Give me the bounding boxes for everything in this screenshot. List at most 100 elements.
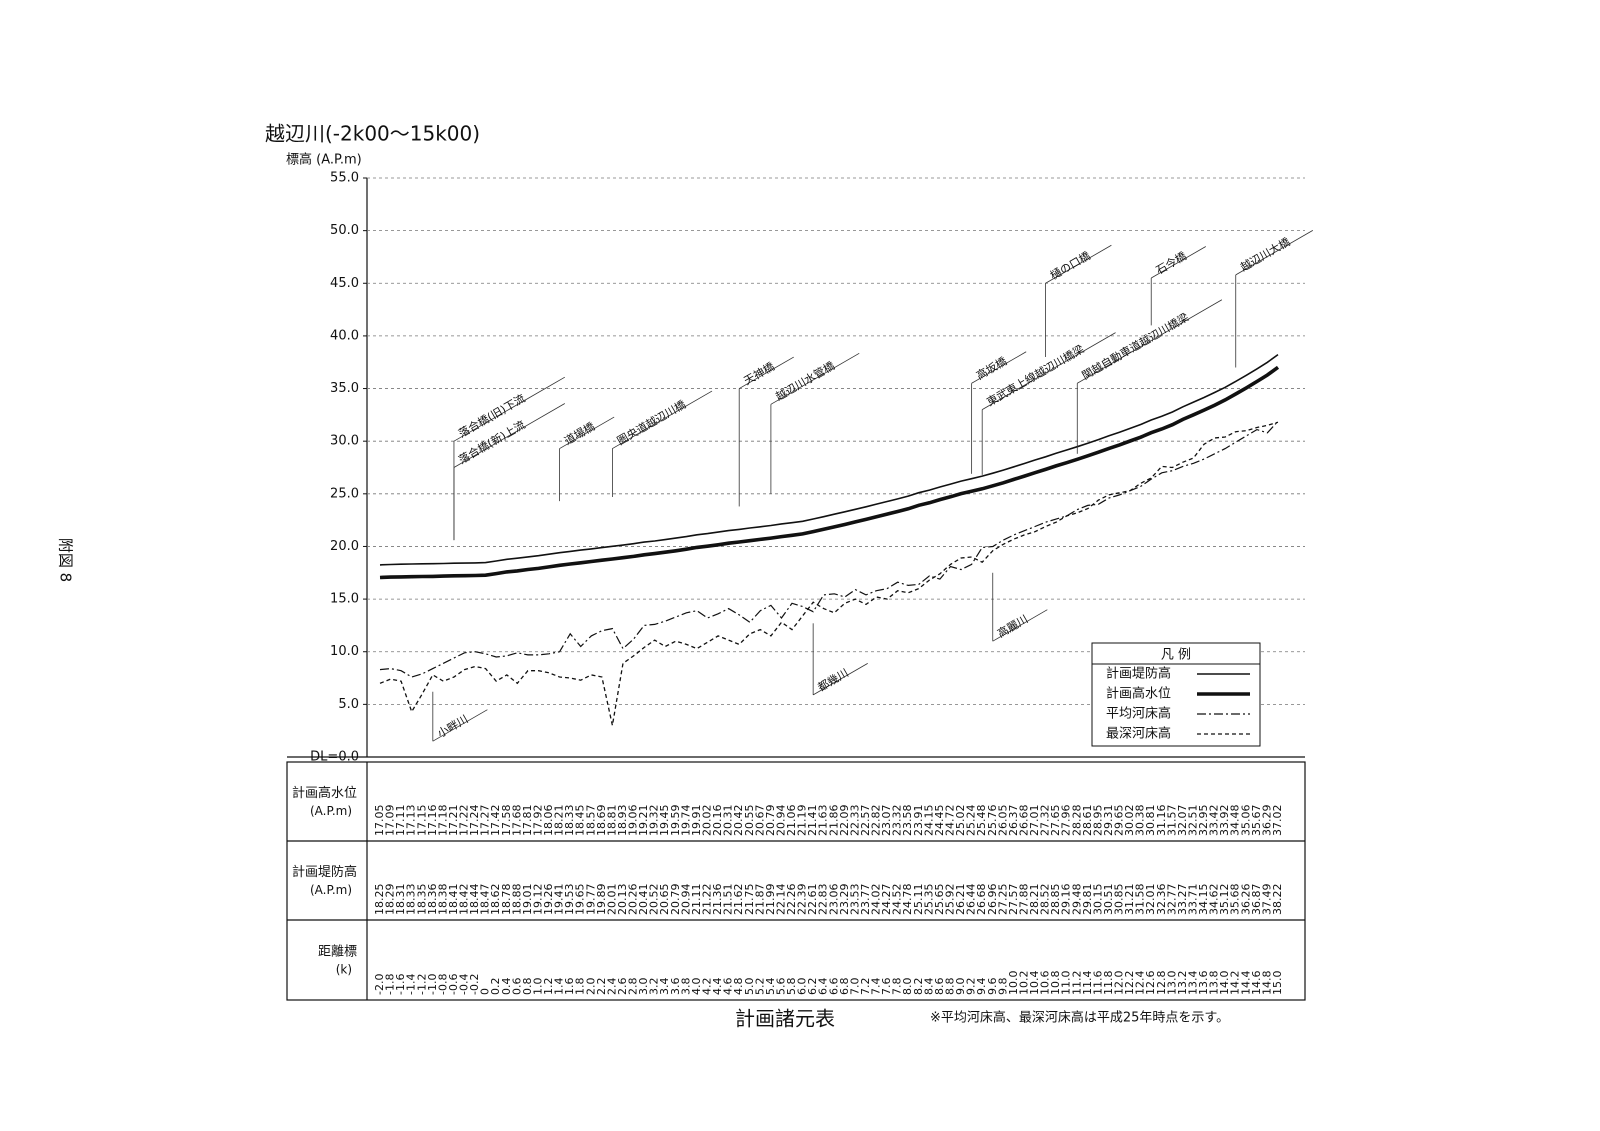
table-cell: 23.06 [827,884,840,916]
table-cell: 25.24 [965,805,978,837]
legend-label: 計画堤防高 [1106,666,1171,682]
legend-title: 凡 例 [1161,648,1191,663]
y-tick-label: 10.0 [330,644,359,659]
table-cell: 19.01 [521,884,534,916]
table-cell: 32.01 [1144,884,1157,916]
table-cell: 9.8 [996,978,1009,996]
table-cell: 18.35 [415,884,428,916]
table-cell: 24.02 [870,884,883,916]
table-cell: -1.6 [394,974,407,995]
table-cell: 17.13 [405,805,418,837]
table-cell: 1.2 [542,978,555,996]
table-cell: 34.48 [1229,805,1242,837]
table-cell: 17.68 [510,805,523,837]
leader-slant [770,352,860,405]
table-cell: 18.81 [605,805,618,837]
table-cell: 21.99 [764,884,777,916]
table-cell: 25.35 [922,884,935,916]
table-cell: -0.6 [447,974,460,995]
table-cell: 22.83 [817,884,830,916]
table-cell: 14.2 [1229,971,1242,996]
table-cell: 22.09 [838,805,851,837]
y-tick-label: 30.0 [330,434,359,449]
table-cell: 27.96 [1060,805,1073,837]
table-cell: 30.15 [1091,884,1104,916]
table-cell: 18.38 [436,884,449,916]
table-cell: 8.4 [922,978,935,996]
table-cell: 26.05 [996,805,1009,837]
table-cell: 5.4 [764,978,777,996]
table-cell: 9.6 [986,978,999,996]
table-cell: 31.16 [1155,805,1168,837]
table-cell: 18.44 [468,884,481,916]
table-cell: 11.6 [1091,971,1104,996]
table-cell: 3.2 [648,978,661,996]
table-cell: 10.4 [1028,971,1041,996]
table-cell: 17.21 [447,805,460,837]
table-cell: 38.22 [1271,884,1284,916]
table-cell: 22.14 [774,884,787,916]
table-cell: 36.26 [1239,884,1252,916]
table-title: 計画諸元表 [735,1007,835,1031]
table-cell: 7.0 [848,978,861,996]
table-cell: 19.74 [679,805,692,837]
row-header: 距離標 [318,945,357,960]
table-cell: 19.12 [531,884,544,916]
table-cell: 19.21 [637,805,650,837]
table-cell: 17.11 [394,805,407,837]
table-cell: -1.8 [384,974,397,995]
table-cell: 0.6 [510,978,523,996]
table-cell: 14.6 [1250,971,1263,996]
table-cell: 18.69 [595,805,608,837]
table-cell: 18.78 [500,884,513,916]
table-cell: 18.25 [373,884,386,916]
table-cell: 26.37 [1007,805,1020,837]
table-cell: 1.0 [531,978,544,996]
table-cell: 19.91 [690,805,703,837]
table-cell: 18.93 [616,805,629,837]
table-cell: 13.6 [1197,971,1210,996]
table-cell: 6.8 [838,978,851,996]
table-cell: 21.36 [711,884,724,916]
table-cell: 13.0 [1165,971,1178,996]
table-cell: 19.45 [658,805,671,837]
table-cell: 23.29 [838,884,851,916]
table-cell: 21.62 [732,884,745,916]
table-cell: 9.2 [965,978,978,996]
table-cell: -0.8 [436,974,449,995]
table-cell: 35.67 [1250,805,1263,837]
leader-slant [739,356,794,389]
table-cell: 24.52 [891,884,904,916]
table-cell: 23.53 [848,884,861,916]
table-cell: 20.94 [679,884,692,916]
table-cell: 18.45 [574,805,587,837]
table-cell: 5.0 [743,978,756,996]
table-cell: 21.22 [701,884,714,916]
y-tick-label: 45.0 [330,276,359,291]
table-cell: 10.8 [1049,971,1062,996]
table-cell: 26.44 [965,884,978,916]
table-cell: 27.25 [996,884,1009,916]
table-cell: 23.07 [880,805,893,837]
table-cell: 20.52 [648,884,661,916]
table-cell: 24.72 [943,805,956,837]
table-cell: 20.26 [627,884,640,916]
table-cell: 28.95 [1091,805,1104,837]
table-cell: 22.61 [806,884,819,916]
table-cell: 28.61 [1081,805,1094,837]
leader-slant [812,663,868,696]
table-cell: 20.67 [753,805,766,837]
table-cell: 29.31 [1102,805,1115,837]
table-cell: 22.39 [796,884,809,916]
table-cell: 5.8 [785,978,798,996]
table-cell: 17.27 [479,805,492,837]
table-cell: 13.4 [1186,971,1199,996]
table-cell: 7.2 [859,978,872,996]
table-cell: 31.21 [1123,884,1136,916]
table-cell: 0.8 [521,978,534,996]
leader-slant [1045,244,1112,284]
legend-label: 平均河床高 [1106,706,1171,722]
table-cell: 28.28 [1070,805,1083,837]
